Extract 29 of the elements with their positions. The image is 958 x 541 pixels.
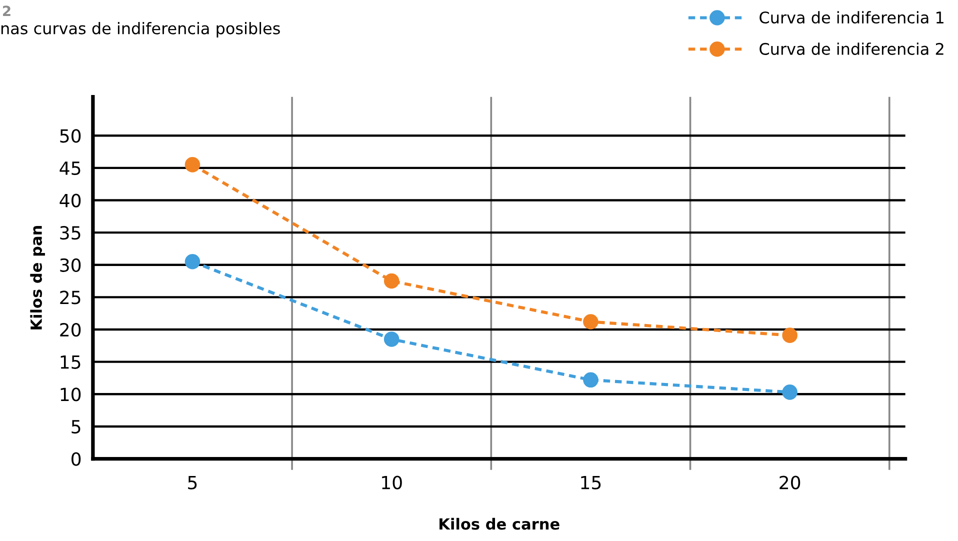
y-tick-label: 50 — [60, 129, 81, 143]
point — [583, 314, 598, 330]
text: 2 — [3, 6, 10, 16]
y-tick-label: 25 — [60, 290, 80, 304]
y-tick-label: 0 — [72, 452, 81, 466]
point — [184, 157, 200, 172]
x-tick-label: 15 — [581, 476, 601, 490]
y-tick-label: 15 — [60, 356, 80, 369]
y-tick-label: 20 — [60, 322, 81, 337]
x-tick-label: 5 — [188, 476, 197, 490]
point — [184, 254, 200, 270]
y-tick-label: 5 — [72, 420, 80, 434]
legend-label: Curva de indiferencia 1 — [760, 11, 944, 24]
point — [782, 328, 798, 343]
y-axis-title: Kilos de pan — [30, 226, 45, 330]
y-tick-label: 45 — [60, 162, 80, 176]
x-axis-title: Kilos de carne — [440, 518, 560, 530]
x-tick-label: 20 — [780, 476, 800, 490]
y-tick-label: 40 — [60, 194, 81, 208]
y-tick-label: 30 — [60, 258, 81, 272]
point — [782, 384, 798, 400]
legend-label: Curva de indiferencia 2 — [760, 42, 944, 55]
y-tick-label: 35 — [60, 226, 80, 240]
point — [384, 332, 400, 347]
point — [384, 273, 400, 289]
point — [583, 372, 598, 388]
chart-title: nas curvas de indiferencia posibles — [1, 22, 280, 38]
y-tick-label: 10 — [60, 388, 81, 402]
x-tick-label: 10 — [382, 476, 402, 490]
